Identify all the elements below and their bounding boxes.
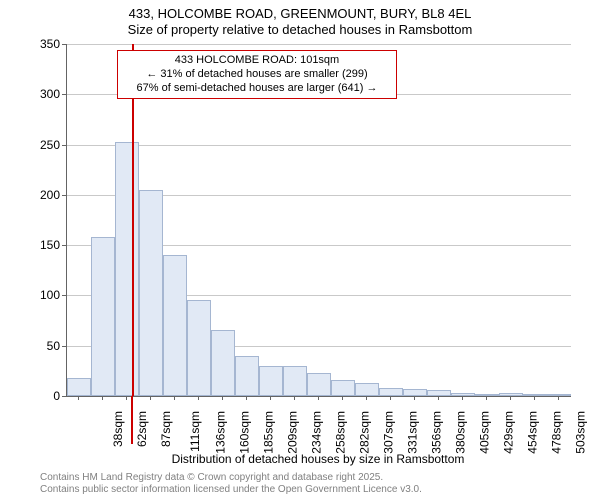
histogram-bar	[67, 378, 91, 396]
x-tick-mark	[534, 396, 535, 400]
x-tick-mark	[78, 396, 79, 400]
y-tick-label: 150	[24, 238, 60, 252]
x-tick-label: 258sqm	[334, 411, 348, 454]
x-axis-label: Distribution of detached houses by size …	[66, 452, 570, 466]
x-tick-mark	[390, 396, 391, 400]
histogram-bar	[283, 366, 307, 396]
x-tick-label: 478sqm	[550, 411, 564, 454]
histogram-bar	[139, 190, 163, 396]
chart-title-line1: 433, HOLCOMBE ROAD, GREENMOUNT, BURY, BL…	[0, 6, 600, 21]
histogram-bar	[331, 380, 355, 396]
y-tick-label: 350	[24, 37, 60, 51]
y-tick-label: 250	[24, 138, 60, 152]
x-tick-mark	[246, 396, 247, 400]
x-tick-label: 331sqm	[406, 411, 420, 454]
y-tick-label: 100	[24, 288, 60, 302]
y-tick-label: 300	[24, 87, 60, 101]
x-tick-label: 136sqm	[214, 411, 228, 454]
histogram-bar	[211, 330, 235, 396]
y-tick-label: 200	[24, 188, 60, 202]
x-tick-mark	[342, 396, 343, 400]
y-tick-label: 0	[24, 389, 60, 403]
x-tick-label: 111sqm	[188, 411, 202, 452]
gridline	[67, 145, 571, 146]
reference-marker-extension	[131, 396, 133, 444]
x-tick-label: 405sqm	[478, 411, 492, 454]
annotation-line3: 67% of semi-detached houses are larger (…	[124, 82, 390, 96]
x-tick-mark	[294, 396, 295, 400]
x-tick-mark	[150, 396, 151, 400]
chart-title-line2: Size of property relative to detached ho…	[0, 22, 600, 37]
chart-container: { "title_line1": "433, HOLCOMBE ROAD, GR…	[0, 0, 600, 500]
histogram-bar	[403, 389, 427, 396]
histogram-bar	[499, 393, 523, 396]
x-tick-mark	[270, 396, 271, 400]
histogram-bar	[91, 237, 115, 396]
histogram-bar	[475, 394, 499, 396]
x-tick-label: 234sqm	[310, 411, 324, 454]
x-tick-mark	[366, 396, 367, 400]
x-tick-label: 356sqm	[430, 411, 444, 454]
x-tick-mark	[558, 396, 559, 400]
x-tick-mark	[462, 396, 463, 400]
x-tick-label: 503sqm	[574, 411, 588, 454]
x-tick-mark	[438, 396, 439, 400]
histogram-bar	[547, 394, 571, 396]
x-tick-label: 87sqm	[159, 411, 173, 447]
x-tick-label: 185sqm	[262, 411, 276, 454]
histogram-bar	[259, 366, 283, 396]
x-tick-mark	[174, 396, 175, 400]
x-tick-label: 209sqm	[286, 411, 300, 454]
gridline	[67, 44, 571, 45]
histogram-bar	[427, 390, 451, 396]
annotation-line1: 433 HOLCOMBE ROAD: 101sqm	[124, 54, 390, 68]
x-tick-label: 62sqm	[135, 411, 149, 447]
x-tick-label: 380sqm	[454, 411, 468, 454]
x-tick-label: 38sqm	[111, 411, 125, 447]
x-tick-mark	[198, 396, 199, 400]
histogram-bar	[451, 393, 475, 396]
x-tick-mark	[318, 396, 319, 400]
annotation-box: 433 HOLCOMBE ROAD: 101sqm ← 31% of detac…	[117, 50, 397, 99]
histogram-bar	[307, 373, 331, 396]
annotation-line2: ← 31% of detached houses are smaller (29…	[124, 68, 390, 82]
x-tick-label: 160sqm	[238, 411, 252, 454]
x-tick-mark	[126, 396, 127, 400]
footer-line2: Contains public sector information licen…	[40, 484, 422, 495]
x-tick-mark	[510, 396, 511, 400]
x-tick-mark	[102, 396, 103, 400]
histogram-bar	[355, 383, 379, 396]
x-tick-mark	[486, 396, 487, 400]
x-tick-mark	[414, 396, 415, 400]
histogram-bar	[187, 300, 211, 396]
x-tick-mark	[222, 396, 223, 400]
histogram-bar	[235, 356, 259, 396]
footer-line1: Contains HM Land Registry data © Crown c…	[40, 472, 383, 483]
y-tick-label: 50	[24, 339, 60, 353]
x-tick-label: 429sqm	[502, 411, 516, 454]
histogram-bar	[523, 394, 547, 396]
x-tick-label: 454sqm	[526, 411, 540, 454]
x-tick-label: 282sqm	[358, 411, 372, 454]
x-tick-label: 307sqm	[382, 411, 396, 454]
histogram-bar	[115, 142, 139, 396]
histogram-bar	[163, 255, 187, 396]
histogram-bar	[379, 388, 403, 396]
